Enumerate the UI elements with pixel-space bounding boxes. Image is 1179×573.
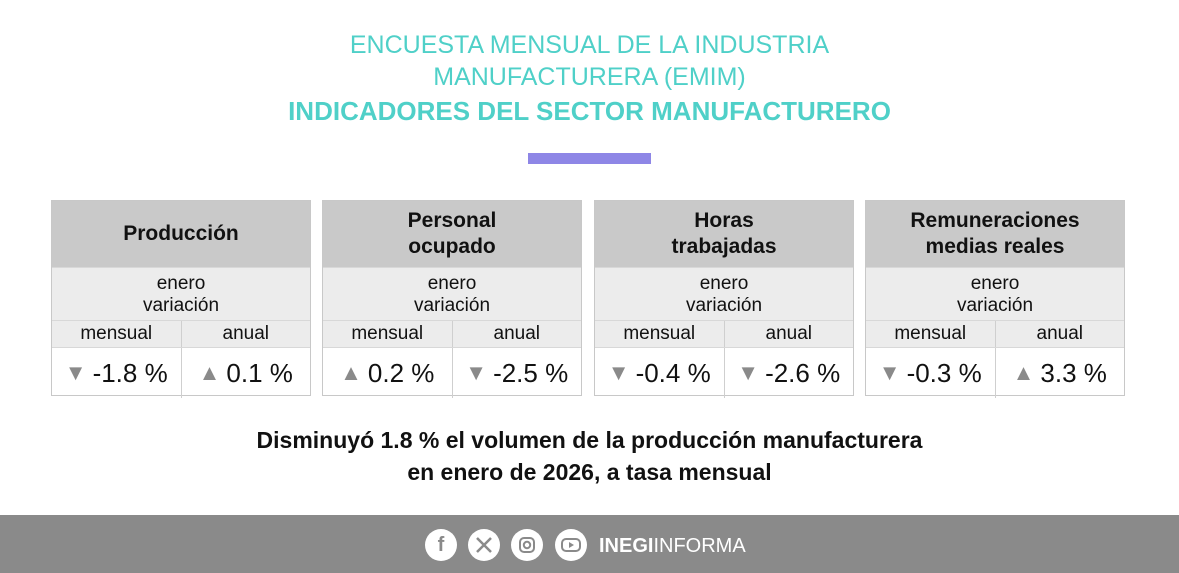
card-values: ▼ -1.8 % ▲ 0.1 % — [52, 347, 310, 398]
triangle-down-icon: ▼ — [64, 360, 87, 385]
triangle-up-icon: ▲ — [1012, 360, 1035, 385]
indicator-card-personal-ocupado: Personal ocupado enero variación mensual … — [322, 200, 582, 398]
brand-bold: INEGI — [599, 535, 654, 557]
header-subtitle: INDICADORES DEL SECTOR MANUFACTURERO — [288, 96, 891, 126]
summary-line2: en enero de 2026, a tasa mensual — [407, 459, 772, 485]
brand-wordmark[interactable]: INEGIINFORMA — [599, 535, 746, 558]
triangle-down-icon: ▼ — [878, 360, 901, 385]
col-annual: anual — [1036, 323, 1084, 344]
card-columns: mensual anual — [595, 320, 853, 347]
annual-value: ▲ 3.3 % — [996, 348, 1125, 398]
card-title: Horas trabajadas — [595, 201, 853, 267]
monthly-value: ▼ -0.3 % — [866, 348, 996, 398]
value-text: -2.6 % — [765, 357, 841, 388]
card-period: enero variación — [52, 267, 310, 320]
card-values: ▼ -0.4 % ▼ -2.6 % — [595, 347, 853, 398]
brand-rest: INFORMA — [653, 535, 746, 557]
youtube-icon[interactable] — [555, 529, 587, 561]
col-annual: anual — [222, 323, 270, 344]
value-text: 0.2 % — [367, 357, 435, 388]
card-title-line1: Horas — [694, 209, 754, 232]
card-title: Personal ocupado — [323, 201, 581, 267]
period-label: enero — [427, 273, 477, 294]
card-title-line2: medias reales — [925, 235, 1065, 258]
triangle-down-icon: ▼ — [737, 360, 760, 385]
facebook-icon[interactable]: f — [425, 529, 457, 561]
variation-label: variación — [956, 295, 1034, 316]
triangle-up-icon: ▲ — [198, 360, 221, 385]
indicator-card-remuneraciones: Remuneraciones medias reales enero variac… — [865, 200, 1125, 398]
summary-line1: Disminuyó 1.8 % el volumen de la producc… — [256, 427, 923, 453]
card-period: enero variación — [866, 267, 1124, 320]
card-period: enero variación — [595, 267, 853, 320]
col-monthly: mensual — [866, 321, 996, 347]
card-columns: mensual anual — [52, 320, 310, 347]
card-title-line2: trabajadas — [671, 235, 777, 258]
value-text: -2.5 % — [493, 357, 569, 388]
col-monthly: mensual — [595, 321, 725, 347]
annual-value: ▼ -2.6 % — [725, 348, 854, 398]
annual-value: ▲ 0.1 % — [182, 348, 311, 398]
col-annual: anual — [765, 323, 813, 344]
triangle-down-icon: ▼ — [607, 360, 630, 385]
card-values: ▲ 0.2 % ▼ -2.5 % — [323, 347, 581, 398]
value-text: -0.4 % — [635, 357, 711, 388]
header-title-line2: MANUFACTURERA (EMIM) — [433, 63, 746, 91]
card-title-line2: ocupado — [408, 235, 496, 258]
x-icon[interactable] — [468, 529, 500, 561]
period-label: enero — [970, 273, 1020, 294]
card-columns: mensual anual — [866, 320, 1124, 347]
triangle-down-icon: ▼ — [465, 360, 488, 385]
monthly-value: ▼ -0.4 % — [595, 348, 725, 398]
value-text: -1.8 % — [92, 357, 168, 388]
triangle-up-icon: ▲ — [340, 360, 362, 385]
monthly-value: ▲ 0.2 % — [323, 348, 453, 398]
card-title-line1: Producción — [123, 222, 239, 245]
value-text: 3.3 % — [1040, 357, 1107, 388]
card-title: Remuneraciones medias reales — [866, 201, 1124, 267]
col-monthly: mensual — [52, 321, 182, 347]
card-title-line1: Personal — [407, 209, 497, 232]
footer-bar: f INEGIINFORMA — [0, 515, 1179, 573]
indicator-card-horas-trabajadas: Horas trabajadas enero variación mensual … — [594, 200, 854, 398]
card-period: enero variación — [323, 267, 581, 320]
annual-value: ▼ -2.5 % — [453, 348, 582, 398]
header-title-line1: ENCUESTA MENSUAL DE LA INDUSTRIA — [349, 31, 830, 59]
card-title-line1: Remuneraciones — [910, 209, 1080, 232]
value-text: 0.1 % — [226, 357, 293, 388]
value-text: -0.3 % — [906, 357, 982, 388]
monthly-value: ▼ -1.8 % — [52, 348, 182, 398]
variation-label: variación — [685, 295, 763, 316]
period-label: enero — [699, 273, 749, 294]
card-columns: mensual anual — [323, 320, 581, 347]
card-title: Producción — [52, 201, 310, 267]
card-values: ▼ -0.3 % ▲ 3.3 % — [866, 347, 1124, 398]
col-annual: anual — [493, 323, 541, 344]
accent-divider — [528, 153, 651, 164]
variation-label: variación — [142, 295, 220, 316]
col-monthly: mensual — [323, 321, 453, 347]
period-label: enero — [156, 273, 206, 294]
instagram-icon[interactable] — [511, 529, 543, 561]
indicator-card-produccion: Producción enero variación mensual anual… — [51, 200, 311, 398]
variation-label: variación — [413, 295, 491, 316]
